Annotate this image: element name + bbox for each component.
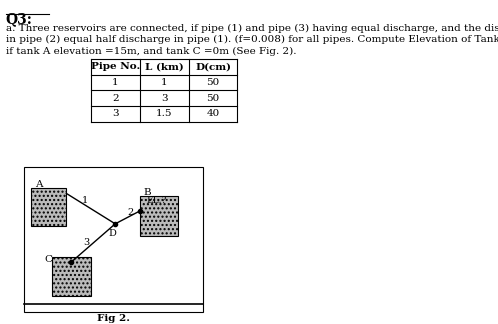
Text: 2: 2 <box>112 94 119 103</box>
Text: 50: 50 <box>206 94 220 103</box>
Text: EL.?: EL.? <box>146 196 167 205</box>
Text: Fig 2.: Fig 2. <box>97 314 130 323</box>
Text: a. Three reservoirs are connected, if pipe (1) and pipe (3) having equal dischar: a. Three reservoirs are connected, if pi… <box>5 24 498 33</box>
Text: 50: 50 <box>206 78 220 87</box>
Text: A: A <box>35 179 42 189</box>
Bar <box>52 257 91 296</box>
Text: if tank A elevation =15m, and tank C =0m (See Fig. 2).: if tank A elevation =15m, and tank C =0m… <box>5 47 296 56</box>
Text: 1: 1 <box>82 196 88 205</box>
Text: Q3:: Q3: <box>5 12 32 26</box>
Text: 1: 1 <box>112 78 119 87</box>
Bar <box>24 167 203 312</box>
Text: L (km): L (km) <box>145 62 183 71</box>
Text: B: B <box>143 188 151 197</box>
Text: in pipe (2) equal half discharge in pipe (1). (f=0.008) for all pipes. Compute E: in pipe (2) equal half discharge in pipe… <box>5 35 498 44</box>
Bar <box>31 189 66 226</box>
Text: D(cm): D(cm) <box>195 62 231 71</box>
Text: D: D <box>108 229 116 238</box>
Text: 40: 40 <box>206 110 220 118</box>
Text: 1: 1 <box>161 78 167 87</box>
Text: C: C <box>44 255 52 264</box>
Text: 2: 2 <box>128 208 134 217</box>
Text: 3: 3 <box>112 110 119 118</box>
Text: 1.5: 1.5 <box>156 110 172 118</box>
Text: 3: 3 <box>161 94 167 103</box>
Bar <box>139 196 178 236</box>
Text: 3: 3 <box>83 238 89 248</box>
Text: Pipe No.: Pipe No. <box>91 62 140 71</box>
